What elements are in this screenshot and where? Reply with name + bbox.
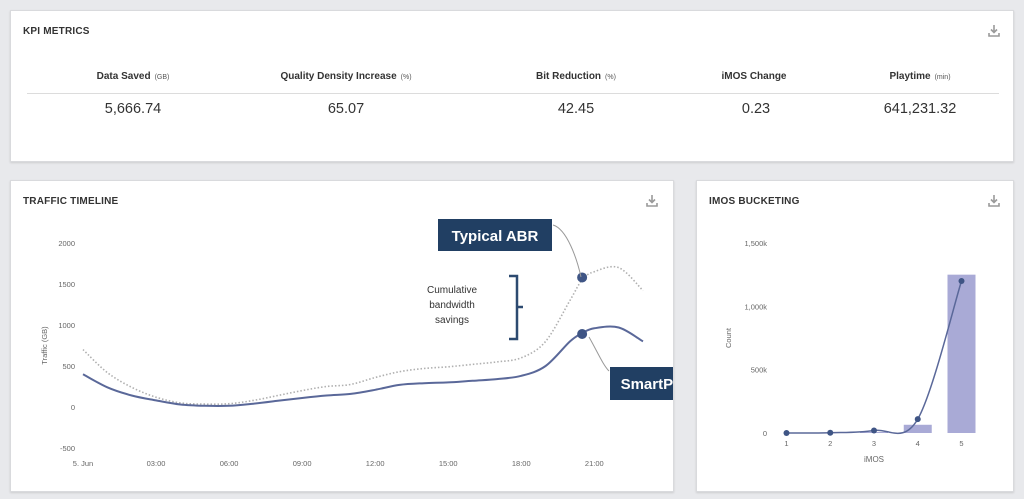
- kpi-label: Playtime: [889, 71, 931, 82]
- imos-chart: 0 500k 1,000k 1,500k 1 2 3 4 5 Count iMOS: [724, 239, 976, 464]
- kpi-metrics-title: KPI METRICS: [23, 26, 90, 37]
- download-icon[interactable]: [987, 194, 1001, 208]
- kpi-value: 641,231.32: [883, 101, 957, 117]
- y-tick-label: 1000: [58, 321, 75, 330]
- y-axis: 2000 1500 1000 500 0 -500: [58, 239, 75, 453]
- typical-abr-marker: [577, 272, 588, 283]
- bars-group: [860, 274, 976, 433]
- x-tick-label: 18:00: [512, 459, 531, 468]
- x-tick-label: 4: [916, 439, 920, 448]
- x-tick-label: 3: [872, 439, 876, 448]
- kpi-value: 42.45: [557, 101, 595, 117]
- bar: [903, 424, 932, 433]
- kpi-bit-reduction: Bit Reduction (%) 42.45: [481, 71, 671, 117]
- y-axis: 0 500k 1,000k 1,500k: [744, 239, 767, 438]
- y-axis-label: Traffic (GB): [40, 326, 49, 365]
- x-tick-label: 5: [959, 439, 963, 448]
- y-tick-label: 500k: [751, 366, 768, 375]
- typical-connector: [552, 224, 582, 278]
- kpi-quality-density-increase: Quality Density Increase (%) 65.07: [251, 71, 441, 117]
- kpi-value: 5,666.74: [104, 101, 162, 117]
- x-axis-label: iMOS: [864, 455, 884, 464]
- savings-label-line2: bandwidth: [429, 300, 475, 311]
- x-tick-label: 21:00: [585, 459, 604, 468]
- download-icon[interactable]: [645, 194, 659, 208]
- typical-abr-line: [82, 265, 644, 406]
- data-point: [958, 278, 965, 284]
- kpi-metrics-card: KPI METRICS Data Saved (GB) 5,666.74 Qual…: [10, 10, 1014, 162]
- kpi-value: 65.07: [327, 101, 365, 117]
- x-tick-label: 03:00: [147, 459, 166, 468]
- line-group: [783, 278, 965, 436]
- x-tick-label: 06:00: [220, 459, 239, 468]
- x-tick-label: 1: [784, 439, 788, 448]
- x-tick-label: 15:00: [439, 459, 458, 468]
- kpi-unit: (min): [934, 74, 951, 81]
- kpi-label: Quality Density Increase: [280, 71, 397, 82]
- traffic-timeline-title: TRAFFIC TIMELINE: [23, 196, 119, 207]
- y-tick-label: -500: [60, 444, 75, 453]
- imos-bucketing-title: IMOS BUCKETING: [709, 196, 800, 207]
- smartplay-connector: [588, 336, 610, 372]
- imos-bucketing-card: IMOS BUCKETING 0 500k 1,000k 1,500k 1 2 3 4 5 C…: [696, 180, 1014, 492]
- kpi-unit: (%): [605, 74, 616, 81]
- smartplay-qbr-callout: [610, 367, 673, 400]
- smartplay-qbr-line: [82, 325, 644, 407]
- y-tick-label: 0: [71, 403, 75, 412]
- download-icon[interactable]: [987, 24, 1001, 38]
- y-tick-label: 500: [62, 362, 75, 371]
- data-point: [871, 427, 877, 434]
- traffic-chart: 2000 1500 1000 500 0 -500 5. Jun 03:00 06:00 09:…: [40, 219, 673, 468]
- x-axis: 5. Jun 03:00 06:00 09:00 12:00 15:00 18:00 21:0…: [73, 459, 604, 468]
- kpi-label: iMOS Change: [721, 71, 787, 82]
- traffic-timeline-card: TRAFFIC TIMELINE 2000 1500 1000 500 0 -500 5.…: [10, 180, 674, 492]
- data-point: [914, 416, 921, 423]
- data-point: [783, 430, 790, 436]
- savings-label-line1: Cumulative: [427, 285, 477, 296]
- kpi-label: Bit Reduction: [536, 71, 602, 82]
- x-tick-label: 09:00: [293, 459, 312, 468]
- y-tick-label: 0: [763, 429, 767, 438]
- data-point: [827, 429, 834, 436]
- y-axis-label: Count: [724, 327, 733, 348]
- typical-abr-label: Typical ABR: [452, 228, 539, 245]
- kpi-imos-change: iMOS Change 0.23: [661, 71, 851, 117]
- smartplay-qbr-marker: [577, 329, 588, 340]
- kpi-data-saved: Data Saved (GB) 5,666.74: [38, 71, 228, 117]
- series-group: [82, 265, 644, 407]
- x-tick-label: 5. Jun: [73, 459, 93, 468]
- kpi-unit: (GB): [154, 74, 170, 81]
- x-tick-label: 12:00: [366, 459, 385, 468]
- y-tick-label: 1,500k: [744, 239, 767, 248]
- y-tick-label: 2000: [58, 239, 75, 248]
- kpi-unit: (%): [400, 74, 412, 81]
- kpi-value: 0.23: [741, 101, 771, 117]
- x-axis: 1 2 3 4 5: [784, 439, 963, 448]
- annotations: Cumulative bandwidth savings Typical ABR…: [427, 219, 673, 400]
- savings-label-line3: savings: [435, 315, 469, 326]
- y-tick-label: 1,000k: [744, 302, 767, 311]
- kpi-playtime: Playtime (min) 641,231.32: [825, 71, 1015, 117]
- smartplay-qbr-label: SmartPlay QBR: [621, 376, 673, 393]
- bar: [947, 274, 976, 433]
- kpi-divider: [27, 93, 999, 94]
- kpi-label: Data Saved: [96, 71, 151, 82]
- y-tick-label: 1500: [58, 280, 75, 289]
- x-tick-label: 2: [828, 439, 832, 448]
- typical-abr-callout: [438, 219, 552, 251]
- trend-line: [786, 280, 963, 435]
- savings-bracket: [509, 274, 523, 341]
